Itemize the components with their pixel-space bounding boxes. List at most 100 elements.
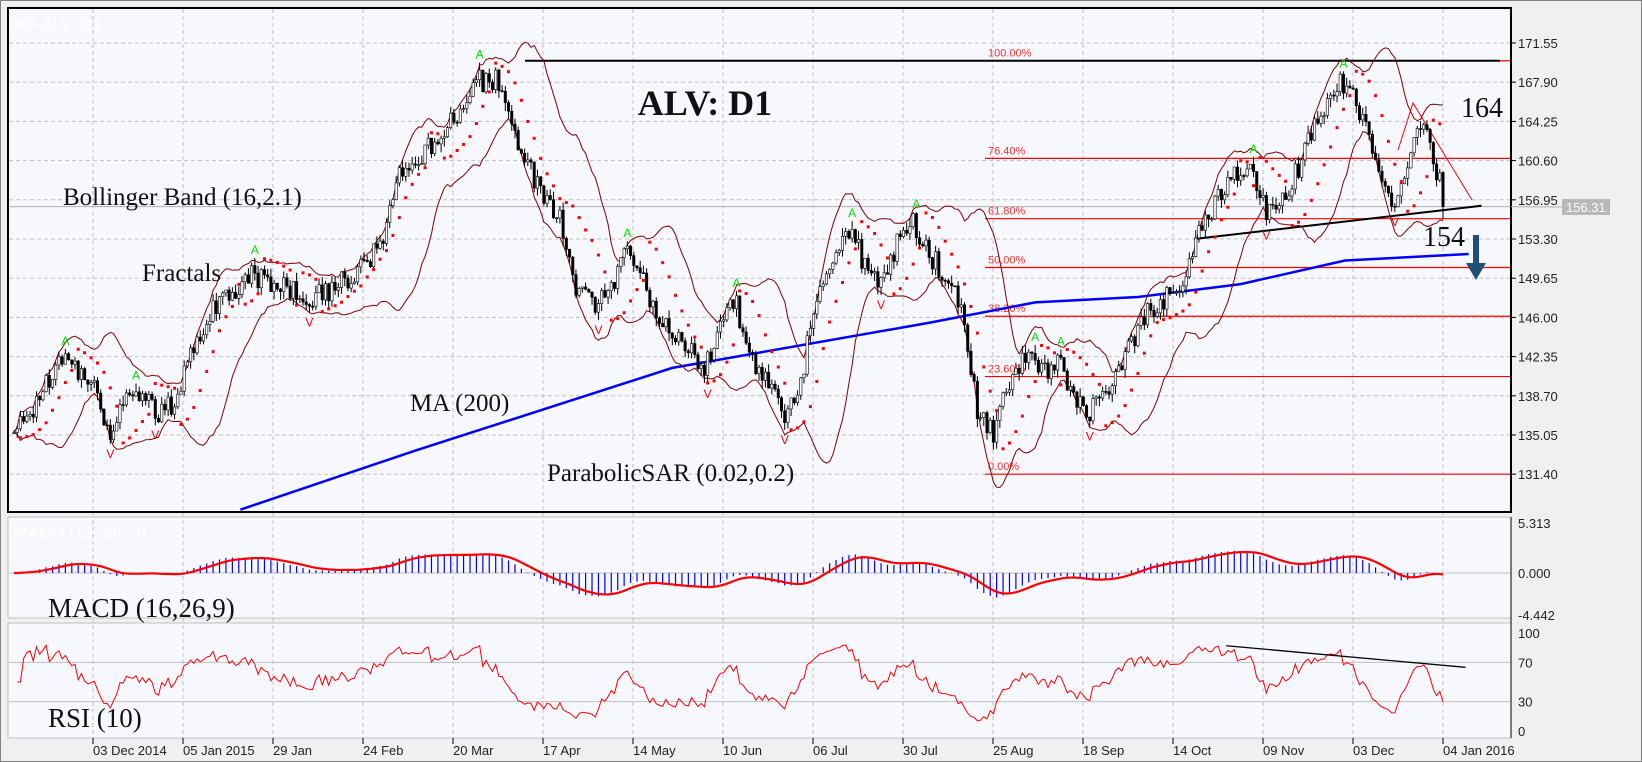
candle [446, 127, 450, 138]
y-tick-label: 138.70 [1518, 389, 1558, 404]
fractal-up-icon: A [476, 48, 484, 62]
candle [298, 298, 302, 301]
candle [1255, 171, 1259, 191]
candle [471, 82, 475, 97]
candle [1030, 351, 1034, 354]
parabolic-sar-dot [577, 216, 581, 220]
parabolic-sar-dot [487, 90, 491, 94]
rsi-y-tick-label: 0 [1518, 724, 1525, 739]
candle [1168, 287, 1172, 294]
parabolic-sar-dot [1354, 69, 1358, 73]
parabolic-sar-dot [892, 292, 896, 296]
candle [1364, 114, 1368, 123]
candle [609, 282, 613, 291]
y-tick-label: 171.55 [1518, 36, 1558, 51]
candle [1210, 218, 1214, 221]
parabolic-sar-dot [25, 435, 29, 439]
candle [568, 248, 572, 258]
candle [747, 342, 751, 353]
parabolic-sar-dot [725, 360, 729, 364]
candle [259, 269, 263, 289]
parabolic-sar-dot [840, 281, 844, 285]
parabolic-sar-dot [275, 260, 279, 264]
parabolic-sar-dot [230, 304, 234, 308]
parabolic-sar-dot [558, 197, 562, 201]
candle [1216, 189, 1220, 197]
candle [1325, 98, 1329, 116]
candle [1435, 163, 1439, 181]
candle [1213, 195, 1217, 220]
parabolic-sar-dot [115, 404, 119, 408]
candle [1142, 316, 1146, 326]
parabolic-sar-dot [776, 365, 780, 369]
candle [963, 304, 967, 326]
candle [959, 304, 963, 308]
candle [844, 231, 848, 237]
candle [702, 364, 706, 376]
candle [234, 291, 238, 299]
candle [462, 108, 466, 111]
parabolic-sar-dot [1123, 404, 1127, 408]
rsi-label: RSI (10) [48, 703, 142, 733]
candle [651, 300, 655, 308]
candle [1252, 163, 1256, 172]
x-tick-label: 14 May [633, 743, 676, 758]
candle [982, 412, 986, 419]
candle [808, 328, 812, 337]
current-price-tag [1562, 199, 1610, 215]
candle [972, 374, 976, 382]
candle [150, 393, 154, 400]
parabolic-sar-dot [333, 304, 337, 308]
x-tick-label: 25 Aug [993, 743, 1034, 758]
x-tick-label: 14 Oct [1173, 743, 1212, 758]
candle [256, 272, 260, 289]
main-panel [7, 7, 1512, 513]
fractal-up-icon: A [733, 276, 741, 290]
candle [95, 380, 99, 394]
parabolic-sar-dot [474, 122, 478, 126]
candle [635, 265, 639, 269]
candle [458, 108, 462, 123]
parabolic-sar-dot [397, 216, 401, 220]
candle [686, 350, 690, 354]
x-tick-label: 24 Feb [363, 743, 403, 758]
triangle-pattern-line [1397, 101, 1473, 201]
parabolic-sar-dot [1419, 191, 1423, 195]
candle [857, 239, 861, 243]
candle [529, 159, 533, 163]
candle [902, 229, 906, 238]
candle [985, 412, 989, 434]
candle [590, 291, 594, 298]
candle [860, 239, 864, 269]
candle [1024, 352, 1028, 363]
fractal-down-icon: V [594, 323, 602, 337]
candle [1319, 115, 1323, 124]
candle [564, 238, 568, 250]
candle [1091, 398, 1095, 422]
candle [140, 393, 144, 402]
candle [1287, 195, 1291, 200]
candle [301, 298, 305, 303]
candle [330, 282, 334, 302]
parabolic-sar-dot [173, 386, 177, 390]
candle [1409, 152, 1413, 169]
parabolic-sar-dot [391, 233, 395, 237]
y-tick-label: 142.35 [1518, 350, 1558, 365]
candle [561, 209, 565, 239]
candle [1380, 171, 1384, 182]
candle [1004, 391, 1008, 394]
candle [362, 259, 366, 261]
candle [1059, 354, 1063, 358]
candle [905, 229, 909, 234]
candle [898, 233, 902, 238]
parabolic-sar-dot [57, 396, 61, 400]
parabolic-sar-dot [1386, 139, 1390, 143]
candle [1277, 205, 1281, 210]
candle [336, 287, 340, 291]
candle [1425, 124, 1429, 130]
fractal-down-icon: V [704, 387, 712, 401]
candle [523, 153, 527, 163]
candle [1088, 416, 1092, 422]
parabolic-sar-dot [1104, 424, 1108, 428]
parabolic-sar-dot [1027, 395, 1031, 399]
